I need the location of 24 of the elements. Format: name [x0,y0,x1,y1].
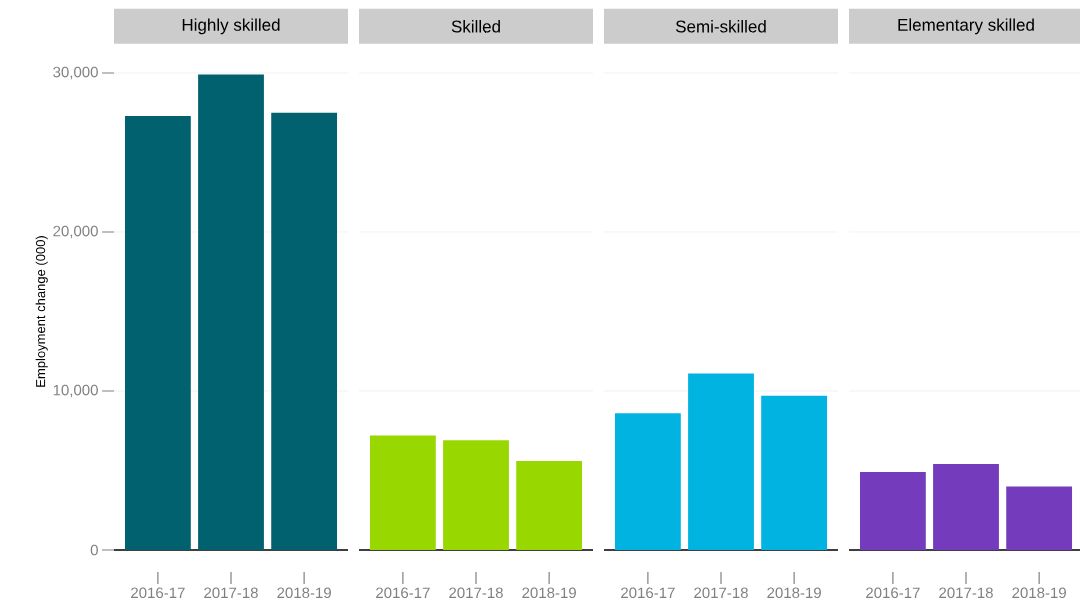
x-tick-label: 2017-18 [204,587,258,599]
chart-title: Highly skilled [182,18,280,35]
y-tick-label: 30,000 [53,66,98,80]
x-tick-label: 2018-19 [277,587,331,599]
x-tick-label: 2016-17 [621,587,675,599]
x-tick-label: 2018-19 [522,587,576,599]
y-tick-label: 20,000 [53,225,98,239]
chart-title: Semi-skilled [675,20,766,33]
bar [124,115,191,550]
x-tick-label: 2017-18 [939,587,993,599]
x-tick-label: 2016-17 [131,587,185,599]
chart-title: Skilled [451,20,500,33]
x-tick-label: 2016-17 [376,587,430,599]
x-tick-label: 2018-19 [767,587,821,599]
bar [271,112,338,550]
y-axis-title: Employment change (000) [35,236,48,387]
y-tick-label: 10,000 [53,384,98,398]
x-tick-label: 2018-19 [1012,587,1066,599]
x-tick-label: 2017-18 [694,587,748,599]
x-tick-label: 2016-17 [866,587,920,599]
chart-title: Elementary skilled [898,18,1034,35]
x-tick-label: 2017-18 [449,587,503,599]
bar [198,74,264,550]
y-tick-label: 0 [90,544,98,556]
